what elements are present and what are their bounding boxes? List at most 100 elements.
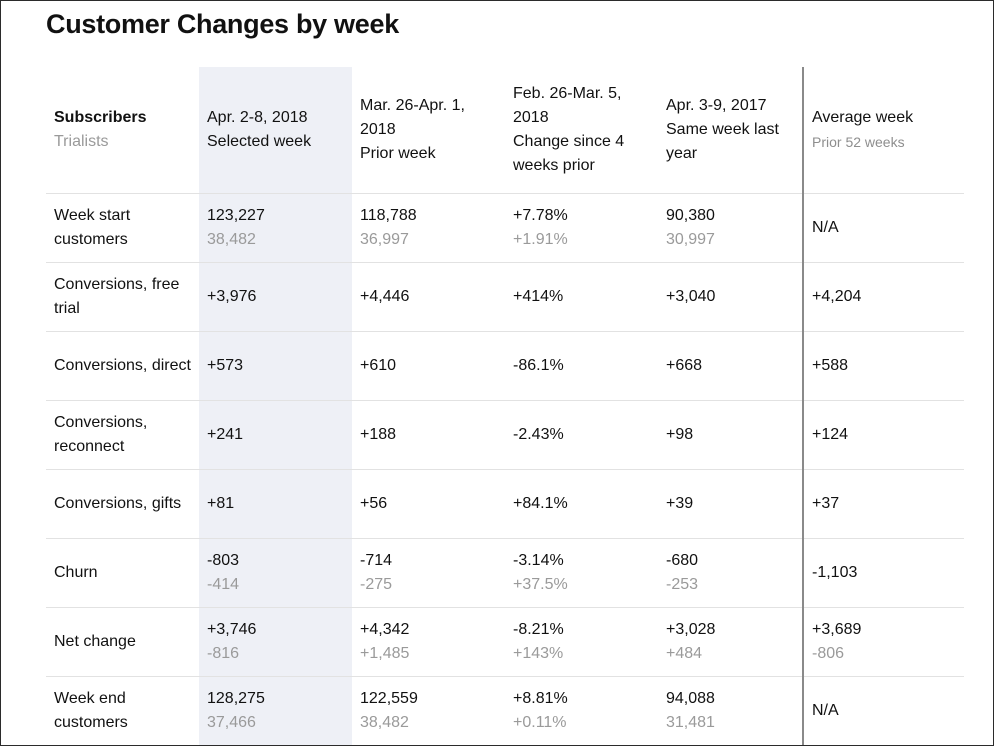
cell-value: +4,204 [812,288,862,305]
cell-value: +4,342 [360,621,410,638]
cell-trialist-value: 38,482 [207,231,256,248]
cell-value: +241 [207,426,244,443]
cell-trialist-value: 37,466 [207,714,256,731]
cell-value: +37 [812,495,840,512]
table-row: Churn -803 -414 -714 -275 -3.14% +37.5% -680 -25… [46,538,964,608]
cell-selected-week: 128,275 37,466 [199,676,352,745]
cell-trialist-value: -414 [207,576,240,593]
cell-selected-week: +81 [199,469,352,539]
table-row: Week end customers 128,275 37,466 122,559 38… [46,676,964,745]
table-row: Conversions, free trial +3,976 +4,446 +414%… [46,262,964,332]
cell-prior-week: 118,788 36,997 [352,193,505,263]
cell-average-week: +124 [802,400,964,470]
cell-last-year: +98 [658,400,803,470]
cell-average-week: +3,689 -806 [802,607,964,677]
header-prior-week: Mar. 26-Apr. 1, 2018 Prior week [352,67,505,194]
cell-trialist-value: -253 [666,576,699,593]
cell-value: 118,788 [360,207,417,224]
cell-value: 128,275 [207,690,265,707]
cell-value: +81 [207,495,235,512]
row-label: Conversions, free trial [46,262,199,332]
row-label: Conversions, direct [46,331,199,401]
cell-selected-week: +3,976 [199,262,352,332]
cell-value: 94,088 [666,690,715,707]
cell-four-weeks-prior: -2.43% [505,400,658,470]
table-row: Week start customers 123,227 38,482 118,788… [46,193,964,263]
header-desc: Change since 4 weeks prior [513,133,625,174]
cell-value: +414% [513,288,564,305]
cell-value: +3,689 [812,621,862,638]
header-last-year: Apr. 3-9, 2017 Same week last year [658,67,803,194]
cell-prior-week: -714 -275 [352,538,505,608]
header-selected-week: Apr. 2-8, 2018 Selected week [199,67,352,194]
row-label: Conversions, gifts [46,469,199,539]
cell-average-week: N/A [802,193,964,263]
cell-trialist-value: 36,997 [360,231,409,248]
cell-four-weeks-prior: -86.1% [505,331,658,401]
table-body: Week start customers 123,227 38,482 118,788… [46,193,964,745]
header-period: Average week [812,109,914,126]
cell-value: -680 [666,552,699,569]
header-period: Feb. 26-Mar. 5, 2018 [513,85,622,126]
cell-value: +3,976 [207,288,257,305]
cell-four-weeks-prior: +8.81% +0.11% [505,676,658,745]
cell-value: +8.81% [513,690,568,707]
cell-trialist-value: +37.5% [513,576,568,593]
page-title: Customer Changes by week [46,9,399,39]
row-label: Churn [46,538,199,608]
cell-value: +124 [812,426,849,443]
cell-average-week: -1,103 [802,538,964,608]
table-row: Conversions, gifts +81 +56 +84.1% +39 +37 [46,469,964,539]
cell-trialist-value: +0.11% [513,714,567,731]
cell-prior-week: +188 [352,400,505,470]
header-period: Mar. 26-Apr. 1, 2018 [360,97,465,138]
row-label: Week start customers [46,193,199,263]
cell-value: +7.78% [513,207,568,224]
cell-value: +4,446 [360,288,410,305]
cell-value: 122,559 [360,690,418,707]
header-label-sub: Trialists [54,133,109,150]
header-desc: Prior week [360,145,436,162]
cell-value: +98 [666,426,694,443]
cell-value: +573 [207,357,244,374]
cell-value: -86.1% [513,357,564,374]
cell-trialist-value: -275 [360,576,393,593]
table-row: Net change +3,746 -816 +4,342 +1,485 -8.21% +1… [46,607,964,677]
cell-value: +588 [812,357,849,374]
cell-four-weeks-prior: +414% [505,262,658,332]
cell-value: -2.43% [513,426,564,443]
customer-changes-table: Subscribers Trialists Apr. 2-8, 2018 Sel… [46,67,964,745]
cell-value: +3,040 [666,288,716,305]
cell-trialist-value: +1,485 [360,645,410,662]
cell-prior-week: +4,446 [352,262,505,332]
cell-last-year: +39 [658,469,803,539]
cell-value: -8.21% [513,621,564,638]
header-four-weeks-prior: Feb. 26-Mar. 5, 2018 Change since 4 week… [505,67,658,194]
cell-value: +188 [360,426,397,443]
header-desc: Selected week [207,133,312,150]
cell-value: -1,103 [812,564,858,581]
cell-trialist-value: 30,997 [666,231,715,248]
cell-average-week: +37 [802,469,964,539]
cell-trialist-value: -806 [812,645,845,662]
cell-value: -714 [360,552,393,569]
table-header-row: Subscribers Trialists Apr. 2-8, 2018 Sel… [46,67,964,194]
cell-last-year: 90,380 30,997 [658,193,803,263]
cell-value: +610 [360,357,397,374]
row-label: Net change [46,607,199,677]
cell-four-weeks-prior: +7.78% +1.91% [505,193,658,263]
header-period: Apr. 2-8, 2018 [207,109,308,126]
cell-value: +3,746 [207,621,257,638]
cell-average-week: N/A [802,676,964,745]
cell-trialist-value: +1.91% [513,231,568,248]
header-desc: Prior 52 weeks [812,134,905,150]
cell-value: +56 [360,495,388,512]
cell-average-week: +588 [802,331,964,401]
cell-value: +668 [666,357,703,374]
cell-selected-week: -803 -414 [199,538,352,608]
cell-selected-week: +3,746 -816 [199,607,352,677]
cell-trialist-value: 38,482 [360,714,409,731]
cell-value: 90,380 [666,207,715,224]
cell-value: N/A [812,702,839,719]
